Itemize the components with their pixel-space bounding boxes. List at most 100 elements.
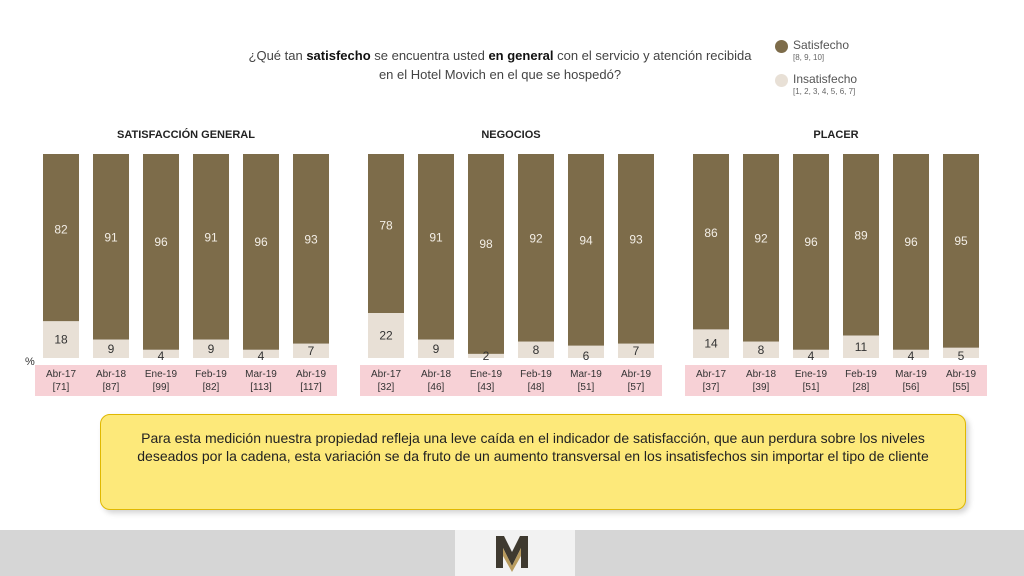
data-label-satisfied: 91: [104, 231, 118, 245]
data-label-satisfied: 92: [754, 231, 768, 245]
question-bold-2: en general: [488, 48, 554, 63]
bar-dissatisfied: [893, 349, 929, 358]
bar-dissatisfied: [293, 343, 329, 358]
bar-dissatisfied: [943, 347, 979, 358]
bar-dissatisfied: [568, 345, 604, 358]
base-size-label: [46]: [428, 382, 445, 393]
legend-item-satisfied: Satisfecho [8, 9, 10]: [775, 38, 1015, 62]
base-size-label: [28]: [853, 382, 870, 393]
data-label-dissatisfied: 9: [208, 342, 215, 356]
bar-satisfied: [293, 154, 329, 344]
data-label-dissatisfied: 2: [483, 349, 490, 363]
x-tick-label: Feb-19: [845, 369, 877, 380]
bar-satisfied: [193, 154, 229, 340]
base-size-label: [37]: [703, 382, 720, 393]
base-size-label: [51]: [803, 382, 820, 393]
x-tick-label: Abr-18: [96, 369, 126, 380]
x-tick-label: Feb-19: [520, 369, 552, 380]
x-tick-label: Abr-17: [46, 369, 76, 380]
data-label-dissatisfied: 18: [54, 333, 68, 347]
bar-satisfied: [243, 154, 279, 350]
bar-dissatisfied: [368, 313, 404, 358]
bar-dissatisfied: [693, 329, 729, 358]
bar-dissatisfied: [618, 343, 654, 358]
bar-satisfied: [93, 154, 129, 340]
bar-satisfied: [693, 154, 729, 330]
bar-satisfied: [143, 154, 179, 350]
x-tick-label: Abr-19: [296, 369, 326, 380]
bar-dissatisfied: [843, 335, 879, 358]
x-tick-label: Abr-19: [946, 369, 976, 380]
data-label-dissatisfied: 4: [808, 349, 815, 363]
base-size-label: [43]: [478, 382, 495, 393]
data-label-dissatisfied: 8: [758, 343, 765, 357]
charts: % SATISFACCIÓN GENERAL8218Abr-17[71]919A…: [25, 128, 987, 396]
x-tick-label: Ene-19: [470, 369, 503, 380]
data-label-dissatisfied: 8: [533, 343, 540, 357]
legend-swatch-dissatisfied: [775, 74, 788, 87]
bar-dissatisfied: [418, 339, 454, 358]
data-label-satisfied: 93: [304, 232, 318, 246]
x-tick-label: Abr-17: [371, 369, 401, 380]
bar-dissatisfied: [518, 341, 554, 358]
legend-range-dissatisfied: [1, 2, 3, 4, 5, 6, 7]: [793, 87, 856, 96]
data-label-dissatisfied: 9: [108, 342, 115, 356]
legend: Satisfecho [8, 9, 10] Insatisfecho [1, 2…: [775, 38, 1015, 106]
bar-satisfied: [368, 154, 404, 314]
conclusion-callout: Para esta medición nuestra propiedad ref…: [100, 414, 966, 510]
data-label-dissatisfied: 11: [855, 340, 868, 354]
bar-satisfied: [518, 154, 554, 342]
data-label-satisfied: 98: [479, 237, 493, 251]
base-size-label: [99]: [153, 382, 170, 393]
bar-satisfied: [43, 154, 79, 322]
bar-satisfied: [893, 154, 929, 350]
chart-title: NEGOCIOS: [481, 129, 540, 141]
x-tick-label: Ene-19: [795, 369, 828, 380]
data-label-satisfied: 96: [804, 235, 818, 249]
base-size-label: [48]: [528, 382, 545, 393]
base-size-label: [55]: [953, 382, 970, 393]
category-band: [685, 365, 987, 396]
legend-item-dissatisfied: Insatisfecho [1, 2, 3, 4, 5, 6, 7]: [775, 72, 1015, 96]
data-label-satisfied: 89: [854, 229, 868, 243]
question-bold-1: satisfecho: [306, 48, 371, 63]
data-label-satisfied: 94: [579, 233, 593, 247]
bar-satisfied: [468, 154, 504, 354]
data-label-satisfied: 95: [954, 234, 968, 248]
legend-label-satisfied: Satisfecho: [793, 38, 850, 52]
x-tick-label: Mar-19: [570, 369, 602, 380]
x-tick-label: Abr-18: [746, 369, 776, 380]
chart-title: SATISFACCIÓN GENERAL: [117, 128, 255, 141]
data-label-dissatisfied: 5: [958, 349, 965, 363]
legend-label-dissatisfied: Insatisfecho: [793, 72, 858, 86]
base-size-label: [113]: [250, 382, 272, 393]
data-label-satisfied: 96: [154, 235, 168, 249]
base-size-label: [51]: [578, 382, 595, 393]
base-size-label: [71]: [53, 382, 70, 393]
data-label-satisfied: 92: [529, 231, 543, 245]
base-size-label: [87]: [103, 382, 120, 393]
bar-satisfied: [793, 154, 829, 350]
bar-satisfied: [618, 154, 654, 344]
bar-satisfied: [743, 154, 779, 342]
data-label-dissatisfied: 4: [258, 349, 265, 363]
data-label-dissatisfied: 7: [308, 344, 315, 358]
category-band: [35, 365, 337, 396]
data-label-dissatisfied: 14: [704, 337, 718, 351]
bar-dissatisfied: [143, 349, 179, 358]
question-text-3: con el servicio y atención recibida en e…: [378, 48, 752, 82]
base-size-label: [32]: [378, 382, 395, 393]
bar-dissatisfied: [93, 339, 129, 358]
bar-satisfied: [943, 154, 979, 348]
bar-satisfied: [843, 154, 879, 336]
base-size-label: [56]: [903, 382, 920, 393]
legend-swatch-satisfied: [775, 40, 788, 53]
bar-dissatisfied: [743, 341, 779, 358]
question-text-1: ¿Qué tan: [248, 48, 307, 63]
base-size-label: [39]: [753, 382, 770, 393]
bar-dissatisfied: [468, 353, 504, 358]
question-text-2: se encuentra usted: [370, 48, 489, 63]
bar-dissatisfied: [793, 349, 829, 358]
data-label-satisfied: 91: [429, 231, 443, 245]
